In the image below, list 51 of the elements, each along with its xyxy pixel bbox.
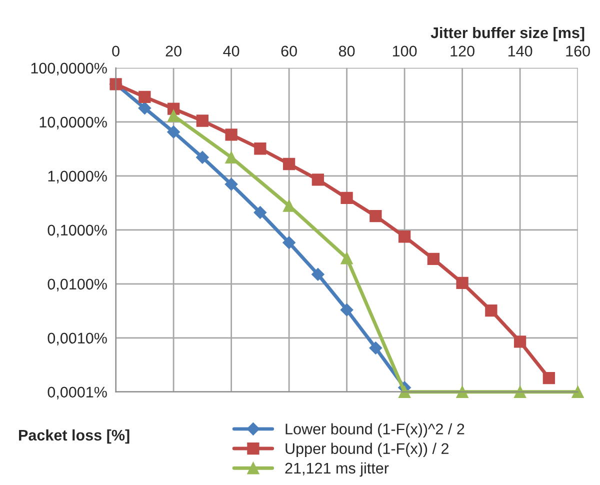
point [369, 342, 382, 354]
x-tick-label: 20 [166, 46, 182, 57]
x-tick-label: 0 [112, 46, 120, 57]
point [370, 210, 382, 222]
point [224, 178, 238, 191]
y-tick-label: 0,0001% [48, 386, 107, 400]
point [196, 150, 209, 164]
point [398, 230, 411, 243]
y-tick-label: 1,0000% [48, 170, 107, 184]
point [427, 252, 440, 265]
point [282, 236, 296, 250]
x-tick-label: 120 [450, 46, 474, 57]
x-axis-title: Jitter buffer size [ms] [430, 26, 584, 42]
point [340, 303, 354, 316]
point [196, 114, 208, 127]
y-tick-label: 0,0010% [48, 332, 107, 346]
point [514, 336, 526, 348]
y-tick-label: 100,0000% [31, 62, 107, 76]
x-tick-label: 60 [281, 46, 297, 57]
point [167, 110, 180, 122]
y-tick-label: 0,0100% [48, 278, 107, 292]
point [225, 151, 238, 164]
point [572, 386, 584, 398]
legend-label: 21,121 ms jitter [285, 462, 389, 477]
point [167, 126, 180, 138]
legend-label: Lower bound (1-F(x))^2 / 2 [286, 423, 464, 438]
point [225, 128, 238, 141]
point [254, 206, 267, 219]
point [456, 276, 468, 290]
point [340, 252, 353, 264]
point [485, 304, 498, 317]
y-tick-label: 0,1000% [48, 224, 107, 238]
point [340, 192, 353, 204]
point [542, 372, 555, 384]
x-tick-label: 80 [338, 46, 355, 57]
x-tick-label: 160 [566, 46, 590, 57]
y-tick-label: 10,0000% [40, 116, 107, 130]
y-axis-title: Packet loss [%] [19, 429, 130, 444]
point [138, 90, 151, 104]
point [456, 386, 468, 398]
point [138, 102, 152, 115]
point [514, 386, 526, 398]
x-tick-label: 100 [392, 46, 417, 57]
point [312, 174, 324, 186]
point [282, 158, 296, 170]
x-tick-label: 140 [508, 46, 532, 57]
x-tick-label: 40 [223, 46, 240, 57]
legend-label: Upper bound (1-F(x)) / 2 [286, 442, 448, 458]
point [398, 386, 411, 398]
point [312, 268, 324, 281]
point [254, 142, 266, 155]
